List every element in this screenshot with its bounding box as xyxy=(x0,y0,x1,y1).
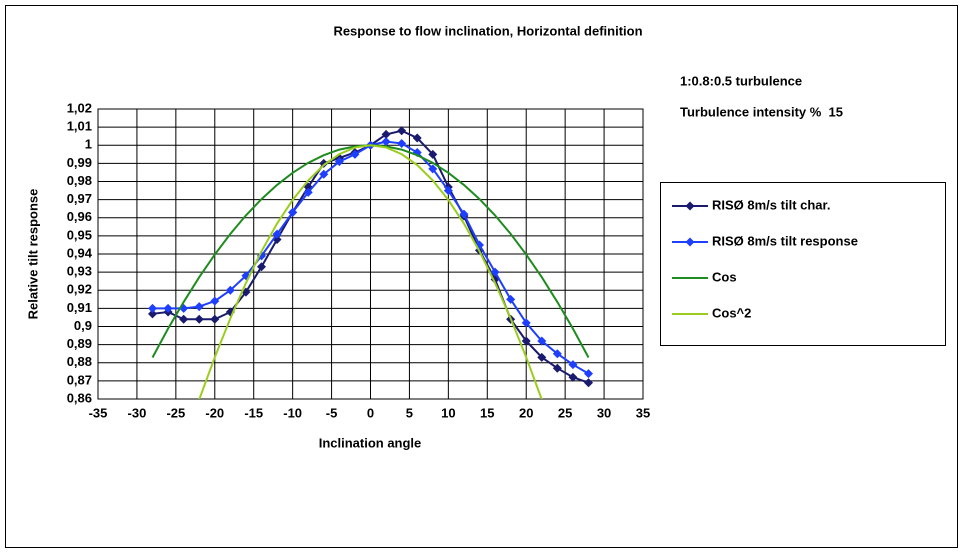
data-point xyxy=(568,372,578,382)
data-point xyxy=(381,137,391,147)
x-tick-label: 10 xyxy=(441,405,455,420)
y-tick-label: 0,93 xyxy=(67,264,92,279)
data-point xyxy=(288,207,298,217)
y-tick-label: 0,88 xyxy=(67,354,92,369)
data-point xyxy=(148,309,157,319)
data-point xyxy=(521,318,531,328)
y-tick-label: 0,91 xyxy=(67,300,92,315)
x-tick-label: -20 xyxy=(205,405,224,420)
data-point xyxy=(194,302,204,312)
x-tick-label: 15 xyxy=(480,405,494,420)
data-point xyxy=(428,149,438,159)
legend-label: RISØ 8m/s tilt response xyxy=(712,233,858,248)
x-tick-label: 0 xyxy=(367,405,374,420)
y-tick-label: 0,86 xyxy=(67,390,92,405)
data-point xyxy=(506,294,516,304)
data-point xyxy=(428,164,438,174)
annotation: 1:0.8:0.5 turbulence xyxy=(680,73,802,88)
data-point xyxy=(272,229,282,239)
data-point xyxy=(412,133,422,143)
legend-marker xyxy=(685,201,695,211)
legend-label: Cos xyxy=(712,269,737,284)
data-point xyxy=(584,378,593,388)
y-tick-label: 1 xyxy=(85,137,92,152)
x-tick-label: -30 xyxy=(128,405,147,420)
x-tick-label: -5 xyxy=(326,405,338,420)
data-point xyxy=(148,303,157,313)
y-tick-label: 1,02 xyxy=(67,100,92,115)
plot-border xyxy=(97,108,644,400)
legend-box xyxy=(660,182,946,346)
y-tick-label: 0,92 xyxy=(67,282,92,297)
data-point xyxy=(225,285,235,295)
y-tick-label: 0,97 xyxy=(67,191,92,206)
y-tick-label: 0,99 xyxy=(67,155,92,170)
annotation: Turbulence intensity % 15 xyxy=(680,104,843,119)
x-tick-label: -15 xyxy=(244,405,263,420)
data-point xyxy=(179,314,189,324)
x-tick-label: 35 xyxy=(636,405,650,420)
x-tick-label: 5 xyxy=(406,405,413,420)
data-point xyxy=(350,149,360,159)
x-tick-label: 20 xyxy=(519,405,533,420)
y-tick-label: 0,87 xyxy=(67,372,92,387)
chart-title: Response to flow inclination, Horizontal… xyxy=(333,23,642,38)
data-point xyxy=(397,138,407,148)
data-point xyxy=(443,186,453,196)
data-point xyxy=(521,336,531,346)
data-point xyxy=(537,336,547,346)
data-point xyxy=(490,267,500,277)
legend-marker xyxy=(685,237,695,247)
data-point xyxy=(397,126,407,136)
data-point xyxy=(319,169,329,179)
y-tick-label: 1,01 xyxy=(67,119,92,134)
data-point xyxy=(194,314,204,324)
data-point xyxy=(257,262,266,272)
y-tick-label: 0,9 xyxy=(74,318,92,333)
data-point xyxy=(552,363,562,373)
x-tick-label: 25 xyxy=(558,405,572,420)
data-point xyxy=(210,314,220,324)
series-line xyxy=(198,144,543,399)
legend-label: Cos^2 xyxy=(712,305,751,320)
data-point xyxy=(537,352,547,362)
x-tick-label: 30 xyxy=(597,405,611,420)
data-point xyxy=(568,360,578,370)
data-point xyxy=(334,157,344,167)
y-tick-label: 0,89 xyxy=(67,336,92,351)
plot-area xyxy=(148,126,593,399)
data-point xyxy=(210,296,220,306)
y-tick-label: 0,95 xyxy=(67,227,92,242)
x-axis-label: Inclination angle xyxy=(319,435,422,450)
data-point xyxy=(584,369,593,379)
data-point xyxy=(163,303,173,313)
data-point xyxy=(319,158,329,168)
x-tick-label: -25 xyxy=(166,405,185,420)
data-point xyxy=(459,209,469,219)
data-point xyxy=(303,187,313,197)
x-tick-label: -10 xyxy=(283,405,302,420)
y-tick-label: 0,94 xyxy=(67,245,93,260)
data-point xyxy=(552,349,562,359)
legend-label: RISØ 8m/s tilt char. xyxy=(712,197,831,212)
y-tick-label: 0,96 xyxy=(67,209,92,224)
y-tick-label: 0,98 xyxy=(67,173,92,188)
x-tick-label: -35 xyxy=(89,405,108,420)
y-axis-label: Relative tilt response xyxy=(25,189,40,320)
data-point xyxy=(381,129,391,139)
